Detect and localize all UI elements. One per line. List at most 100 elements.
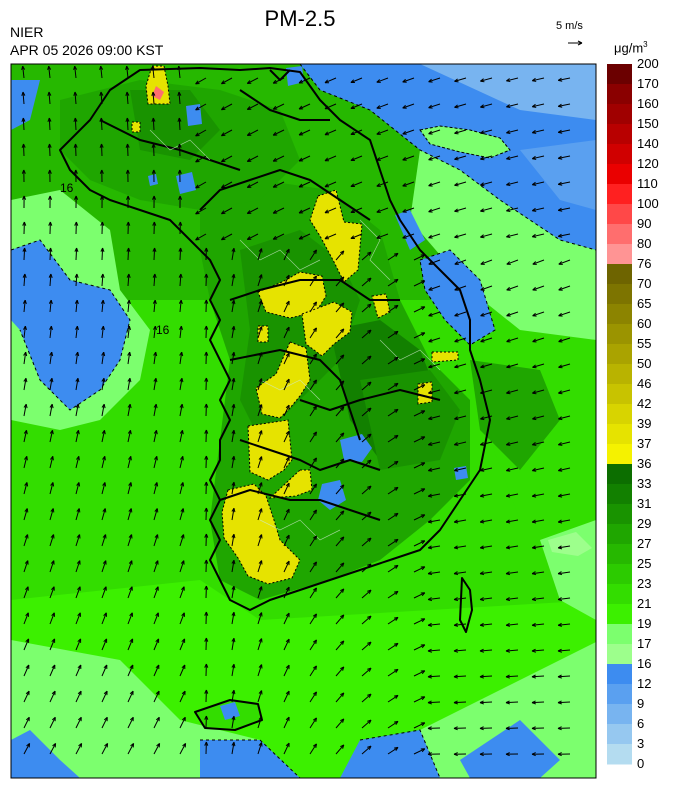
wind-arrow — [350, 77, 363, 83]
wind-arrow — [480, 181, 493, 186]
wind-arrow — [558, 571, 571, 575]
wind-arrow-head — [152, 195, 157, 200]
wind-arrow — [127, 560, 133, 573]
wind-arrow-head — [155, 690, 160, 696]
wind-arrow — [49, 690, 56, 703]
wind-arrow-head — [367, 459, 372, 464]
wind-arrow — [75, 508, 80, 521]
wind-arrow-head — [532, 467, 537, 472]
wind-arrow-head — [100, 299, 105, 305]
wind-arrow-head — [231, 403, 236, 409]
wind-arrow — [479, 701, 493, 704]
wind-arrow — [231, 378, 235, 391]
wind-arrow — [179, 664, 186, 677]
wind-arrow — [324, 233, 337, 240]
wind-arrow — [309, 431, 317, 443]
colorbar-label: 50 — [637, 356, 652, 371]
wind-arrow — [506, 233, 519, 238]
colorbar-label: 33 — [637, 476, 652, 491]
wind-arrow-head — [21, 65, 26, 71]
wind-arrow — [309, 275, 317, 287]
wind-arrow-head — [367, 433, 372, 438]
wind-arrow — [532, 545, 545, 549]
wind-arrow-head — [153, 325, 157, 331]
wind-arrow — [361, 407, 372, 417]
colorbar-label: 65 — [637, 296, 652, 311]
wind-arrow — [361, 459, 372, 469]
wind-arrow-head — [367, 745, 372, 750]
wind-arrow-head — [428, 467, 433, 472]
colorbar-label: 90 — [637, 216, 652, 231]
wind-arrow — [506, 337, 519, 343]
wind-arrow — [335, 276, 345, 287]
wind-arrow-head — [73, 143, 78, 148]
wind-arrow — [309, 613, 317, 625]
wind-arrow — [283, 300, 290, 313]
wind-arrow-head — [340, 276, 345, 281]
wind-arrow-head — [272, 183, 278, 188]
wind-arrow-head — [24, 456, 28, 461]
wind-arrow — [153, 378, 157, 391]
wind-arrow — [361, 277, 372, 287]
wind-arrow-head — [155, 638, 160, 643]
wind-arrow — [532, 129, 545, 134]
wind-arrow-head — [155, 612, 159, 617]
wind-arrow — [558, 597, 571, 600]
wind-arrow-head — [231, 533, 236, 539]
org-label: NIER — [10, 24, 44, 40]
colorbar-label: 60 — [637, 316, 652, 331]
wind-arrow-head — [324, 131, 329, 136]
wind-arrow — [257, 690, 263, 703]
wind-arrow-head — [531, 648, 537, 653]
wind-arrow — [195, 207, 207, 215]
wind-arrow-head — [258, 560, 263, 565]
wind-arrow-head — [258, 248, 263, 253]
wind-arrow-head — [480, 364, 485, 369]
wind-arrow-head — [25, 664, 30, 669]
wind-arrow-head — [394, 668, 399, 673]
wind-arrow-head — [204, 429, 209, 434]
colorbar-label: 12 — [637, 676, 652, 691]
wind-arrow-head — [532, 129, 537, 134]
wind-arrow — [428, 623, 441, 626]
colorbar-swatch — [607, 684, 632, 705]
wind-arrow — [428, 285, 441, 291]
wind-arrow — [454, 337, 467, 343]
wind-arrow-head — [285, 586, 290, 592]
wind-arrow — [428, 311, 441, 317]
wind-arrow-head — [74, 195, 79, 200]
wind-arrow-head — [420, 748, 426, 753]
wind-arrow — [283, 742, 290, 755]
wind-arrow — [75, 534, 81, 547]
wind-arrow — [558, 467, 571, 472]
wind-arrow-head — [155, 586, 159, 591]
wind-arrow-head — [126, 221, 131, 226]
wind-arrow — [335, 718, 345, 729]
wind-arrow-head — [77, 612, 81, 617]
colorbar-label: 70 — [637, 276, 652, 291]
wind-arrow-head — [324, 79, 329, 84]
wind-arrow — [558, 207, 571, 211]
wind-arrow-head — [125, 65, 130, 71]
wind-arrow-head — [22, 195, 27, 200]
wind-arrow — [49, 586, 55, 599]
wind-arrow-head — [47, 117, 52, 122]
wind-arrow-head — [285, 482, 290, 488]
wind-arrow — [49, 404, 53, 417]
wind-arrow — [283, 404, 290, 417]
wind-arrow-head — [532, 207, 537, 212]
wind-arrow-head — [231, 299, 236, 305]
wind-arrow — [558, 363, 571, 368]
wind-arrow — [152, 91, 155, 105]
colorbar-swatch — [607, 544, 632, 565]
wind-arrow — [178, 117, 181, 131]
wind-arrow-head — [231, 325, 236, 331]
wind-arrow-head — [505, 519, 511, 524]
wind-arrow — [324, 103, 337, 110]
wind-arrow — [127, 143, 129, 157]
wind-arrow-head — [480, 338, 485, 343]
wind-arrow-head — [506, 442, 511, 446]
wind-arrow-head — [246, 106, 252, 110]
wind-arrow-head — [21, 143, 26, 148]
wind-arrow — [179, 456, 184, 469]
